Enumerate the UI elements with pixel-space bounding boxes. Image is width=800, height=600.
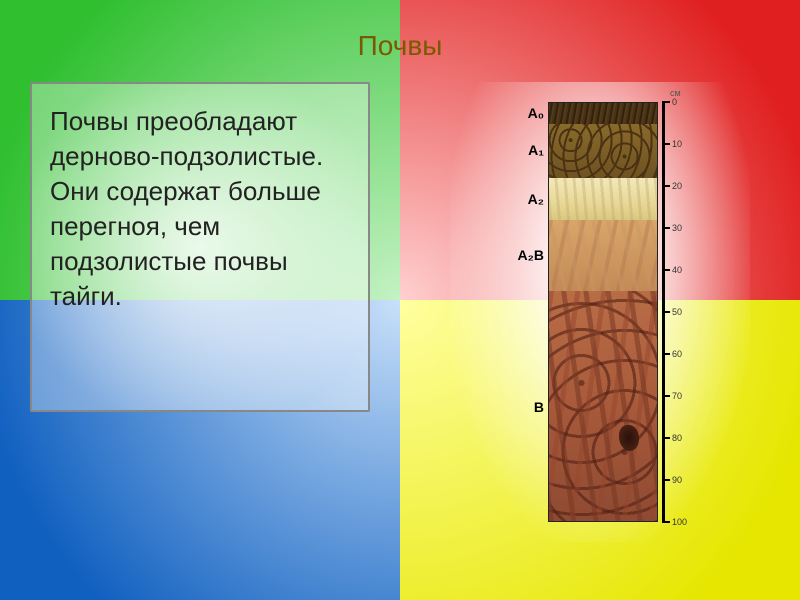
inclusion-spot — [619, 425, 639, 451]
depth-ruler: см 0102030405060708090100 — [660, 102, 686, 522]
ruler-tick — [662, 143, 670, 145]
ruler-tick — [662, 185, 670, 187]
ruler-tick — [662, 269, 670, 271]
horizon-label: A₁ — [528, 142, 544, 158]
horizon-A₂B — [549, 220, 657, 291]
profile-frame: A₀A₁A₂A₂BB см 0102030405060708090100 — [514, 102, 686, 522]
ruler-tick — [662, 353, 670, 355]
ruler-tick-label: 10 — [672, 139, 682, 149]
soil-profile-diagram: A₀A₁A₂A₂BB см 0102030405060708090100 — [450, 82, 750, 542]
horizon-label: A₀ — [528, 105, 544, 121]
horizon-B — [549, 291, 657, 521]
horizon-labels-column: A₀ A₁ A₂ A₂B B — [514, 102, 548, 522]
ruler-tick-label: 40 — [672, 265, 682, 275]
horizon-A₁ — [549, 124, 657, 178]
horizon-label: A₂ — [528, 191, 544, 207]
ruler-tick-label: 50 — [672, 307, 682, 317]
ruler-tick — [662, 395, 670, 397]
soil-column — [548, 102, 658, 522]
slide-title: Почвы — [30, 30, 770, 62]
ruler-tick — [662, 479, 670, 481]
ruler-tick-label: 20 — [672, 181, 682, 191]
content-row: Почвы преобладают дерново-подзолистые. О… — [30, 82, 770, 542]
horizon-label: A₂B — [518, 247, 544, 263]
ruler-tick — [662, 521, 670, 523]
ruler-tick-label: 70 — [672, 391, 682, 401]
horizon-label: B — [534, 399, 544, 415]
ruler-tick — [662, 437, 670, 439]
body-text: Почвы преобладают дерново-подзолистые. О… — [50, 104, 350, 315]
ruler-tick — [662, 101, 670, 103]
horizon-A₂ — [549, 178, 657, 220]
ruler-tick-label: 100 — [672, 517, 687, 527]
ruler-tick-label: 0 — [672, 97, 677, 107]
ruler-tick-label: 30 — [672, 223, 682, 233]
ruler-tick — [662, 311, 670, 313]
horizon-A₀ — [549, 103, 657, 124]
text-card: Почвы преобладают дерново-подзолистые. О… — [30, 82, 370, 412]
ruler-tick-label: 80 — [672, 433, 682, 443]
slide: Почвы Почвы преобладают дерново-подзолис… — [0, 0, 800, 600]
ruler-tick-label: 90 — [672, 475, 682, 485]
ruler-tick-label: 60 — [672, 349, 682, 359]
ruler-tick — [662, 227, 670, 229]
